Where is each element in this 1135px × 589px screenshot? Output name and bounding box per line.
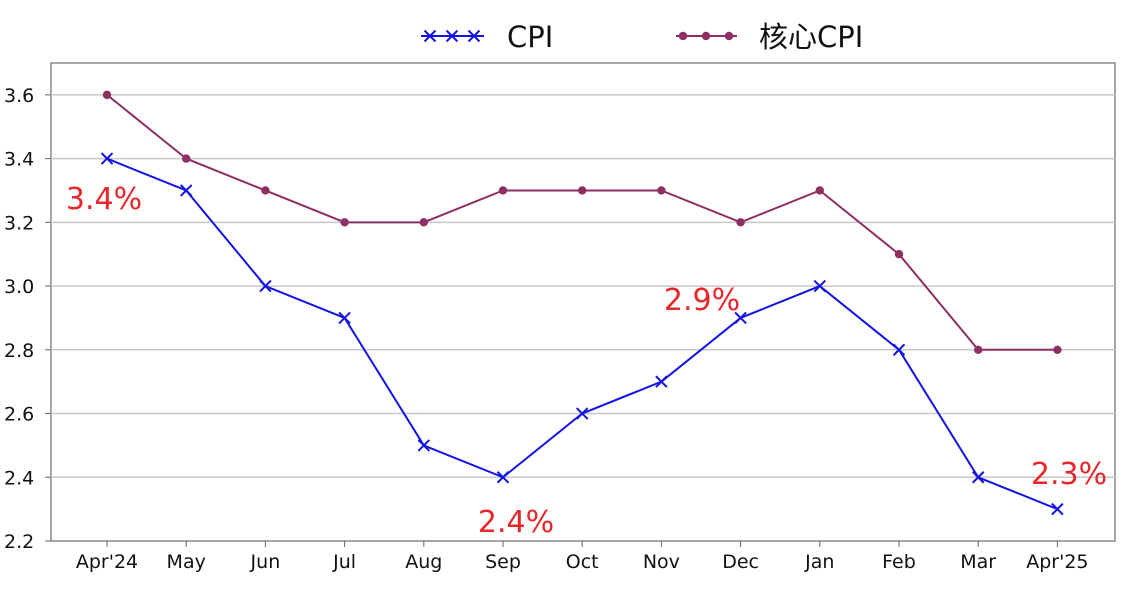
cpi-point: [734, 311, 747, 325]
core-cpi-point: [736, 218, 745, 227]
core-cpi-point: [261, 186, 270, 195]
core-cpi-point: [102, 90, 112, 100]
annotation-label: 2.4%: [478, 505, 554, 540]
annotation-label: 2.3%: [1031, 457, 1107, 492]
x-tick-label: Sep: [485, 551, 521, 573]
x-tick-label: Oct: [566, 551, 599, 573]
core-cpi-point: [498, 186, 508, 195]
annotation-label: 3.4%: [66, 182, 142, 217]
legend-label-cpi: CPI: [507, 20, 553, 54]
x-tick-label: Feb: [882, 551, 916, 573]
x-tick-label: Apr'25: [1026, 551, 1088, 573]
x-tick-label: Mar: [960, 551, 996, 573]
core-cpi-point: [182, 154, 191, 163]
cpi-point: [179, 184, 193, 197]
cpi-point: [971, 471, 985, 484]
cpi-point: [100, 152, 114, 165]
legend-marker-core-cpi: [724, 31, 734, 41]
cpi-point: [496, 471, 510, 484]
core-cpi-point: [657, 186, 666, 195]
legend-marker-cpi: [445, 29, 459, 43]
y-tick-label: 3.2: [4, 212, 34, 234]
legend-marker-cpi: [467, 29, 481, 43]
x-tick-label: Dec: [722, 551, 759, 573]
legend-marker-core-cpi: [701, 31, 711, 41]
y-tick-label: 2.4: [4, 467, 34, 489]
cpi-point: [813, 279, 827, 293]
y-tick-label: 3.6: [4, 85, 34, 107]
y-tick-label: 2.8: [4, 340, 34, 362]
x-tick-label: Jan: [804, 551, 834, 573]
cpi-point: [892, 343, 906, 357]
y-tick-label: 2.2: [4, 531, 34, 553]
legend-marker-cpi: [423, 29, 437, 43]
cpi-point: [259, 279, 272, 293]
core-cpi-point: [894, 250, 904, 259]
legend-marker-core-cpi: [678, 31, 688, 41]
annotation-label: 2.9%: [664, 283, 740, 318]
cpi-point: [417, 439, 431, 452]
core-cpi-point: [340, 218, 349, 227]
core-cpi-point: [1053, 345, 1062, 354]
x-tick-label: Jul: [332, 551, 356, 573]
cpi-point: [655, 375, 668, 388]
y-tick-label: 3.4: [4, 149, 34, 171]
plot-frame: [50, 62, 1116, 542]
core-cpi-point: [815, 186, 824, 195]
legend-label-core-cpi: 核心CPI: [759, 20, 863, 54]
y-tick-label: 2.6: [4, 404, 34, 426]
x-tick-label: Aug: [405, 551, 442, 573]
x-tick-label: Nov: [643, 551, 680, 573]
cpi-point: [575, 407, 589, 420]
x-tick-label: May: [167, 551, 206, 573]
x-tick-label: Apr'24: [76, 551, 138, 573]
cpi-point: [1051, 502, 1064, 516]
core-cpi-point: [419, 218, 428, 227]
core-cpi-point: [974, 345, 983, 354]
y-tick-label: 3.0: [4, 276, 34, 298]
core-cpi-point: [578, 186, 587, 195]
x-tick-label: Jun: [250, 551, 281, 573]
cpi-point: [338, 311, 351, 325]
